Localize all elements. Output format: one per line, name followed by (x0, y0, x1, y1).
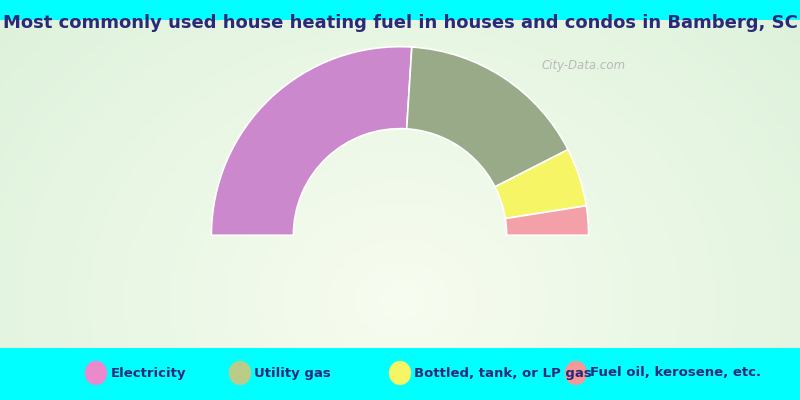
Wedge shape (211, 47, 412, 235)
Ellipse shape (565, 361, 587, 385)
Wedge shape (506, 206, 589, 235)
Text: Bottled, tank, or LP gas: Bottled, tank, or LP gas (414, 366, 592, 380)
Wedge shape (495, 150, 586, 218)
Ellipse shape (229, 361, 251, 385)
Text: Fuel oil, kerosene, etc.: Fuel oil, kerosene, etc. (590, 366, 762, 380)
Text: Utility gas: Utility gas (254, 366, 331, 380)
Wedge shape (406, 47, 568, 187)
Ellipse shape (389, 361, 411, 385)
Text: Electricity: Electricity (110, 366, 186, 380)
Text: Most commonly used house heating fuel in houses and condos in Bamberg, SC: Most commonly used house heating fuel in… (2, 14, 798, 32)
Text: City-Data.com: City-Data.com (542, 59, 626, 72)
Ellipse shape (85, 361, 107, 385)
